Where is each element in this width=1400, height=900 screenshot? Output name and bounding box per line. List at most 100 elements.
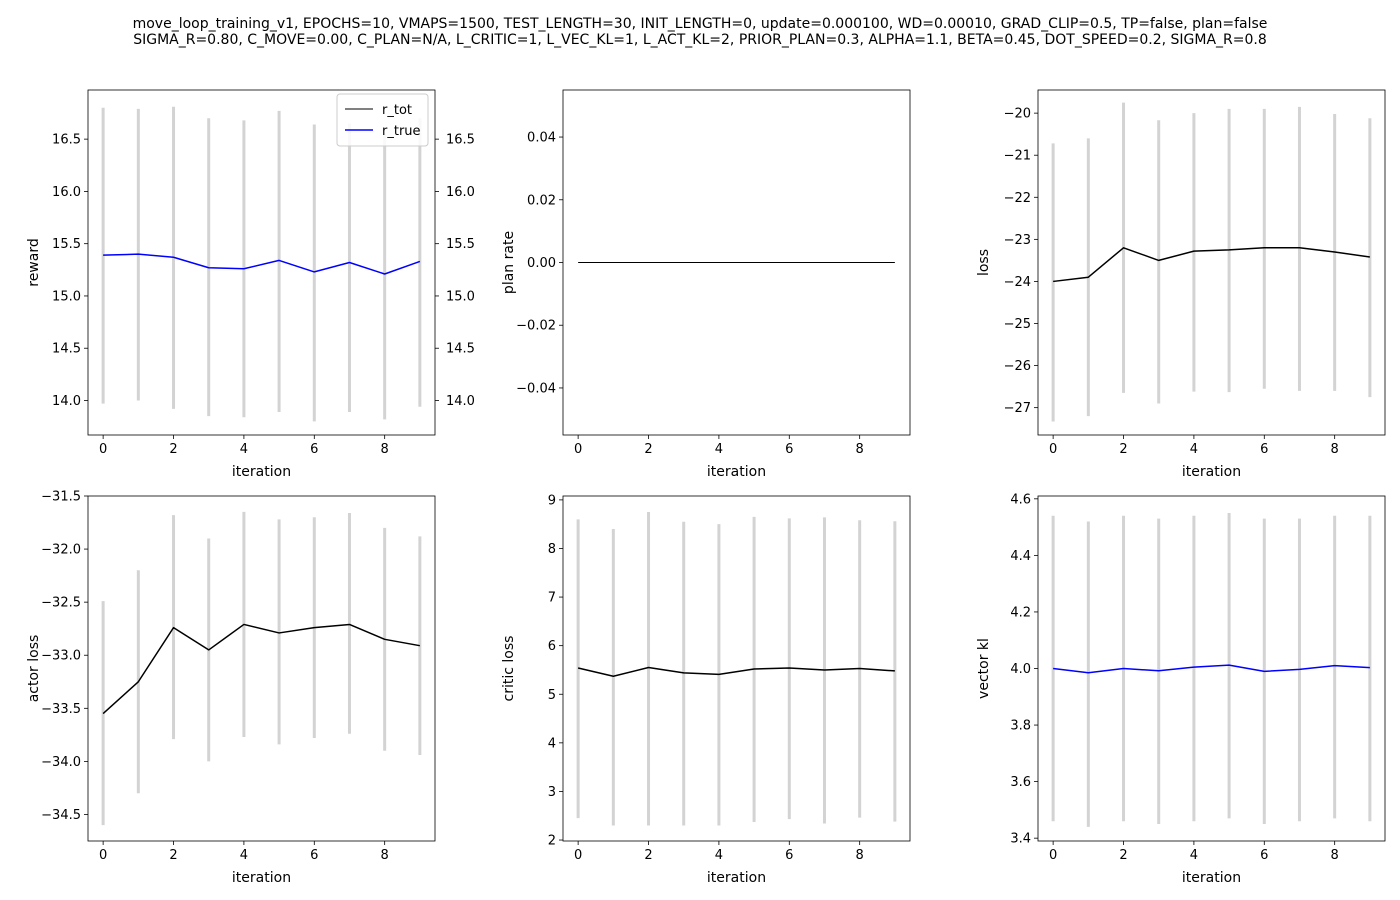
- series-line-0: [102, 623, 421, 715]
- series-line-0: [1053, 247, 1370, 283]
- x-tick-label: 8: [381, 442, 389, 457]
- legend-box: [336, 93, 429, 147]
- x-axis-label: iteration: [232, 464, 291, 480]
- x-tick-label: 0: [99, 442, 107, 457]
- x-tick-label: 8: [856, 848, 864, 863]
- y-tick-label: −20: [1004, 107, 1031, 122]
- y-tick-label: −22: [1004, 191, 1031, 206]
- y-tick-label: −21: [1004, 149, 1031, 164]
- y-axis-label: loss: [976, 249, 992, 276]
- x-tick-label: 2: [644, 848, 652, 863]
- x-axis-label: iteration: [1182, 464, 1241, 480]
- chart-critic-loss: 0 2 4 6 8 2 3 4 5 6 7 8 9 iteration critic loss: [501, 493, 911, 886]
- y-axis-label: reward: [26, 238, 42, 287]
- x-tick-label: 2: [169, 442, 177, 457]
- legend: r_tot r_true: [336, 93, 429, 147]
- y-tick-label: 3.8: [1010, 719, 1031, 734]
- y-tick-label: 8: [548, 542, 556, 557]
- x-tick-label: 6: [1260, 848, 1268, 863]
- right-y-tick-label: 16.0: [446, 185, 475, 200]
- x-tick-label: 8: [1331, 848, 1339, 863]
- axes-frame: [1037, 89, 1386, 436]
- legend-label-r_true: r_true: [382, 124, 421, 139]
- x-tick-label: 8: [381, 848, 389, 863]
- y-tick-label: 4.6: [1010, 492, 1031, 507]
- y-tick-label: −25: [1004, 317, 1031, 332]
- y-tick-label: −33.0: [41, 649, 81, 664]
- x-tick-label: 4: [715, 442, 723, 457]
- x-tick-label: 6: [785, 848, 793, 863]
- y-tick-label: 4.2: [1010, 605, 1031, 620]
- right-y-tick-label: 14.0: [446, 394, 475, 409]
- y-tick-label: 3.4: [1010, 832, 1031, 847]
- y-tick-label: 15.5: [52, 237, 81, 252]
- y-tick-label: 9: [548, 493, 556, 508]
- x-tick-label: 0: [99, 848, 107, 863]
- x-axis-label: iteration: [707, 870, 766, 886]
- y-tick-label: 7: [548, 591, 556, 606]
- x-tick-label: 0: [1049, 442, 1057, 457]
- y-tick-label: 16.5: [52, 133, 81, 148]
- x-tick-label: 0: [1049, 848, 1057, 863]
- y-tick-label: 16.0: [52, 185, 81, 200]
- x-axis-label: iteration: [232, 870, 291, 886]
- x-tick-label: 6: [310, 848, 318, 863]
- y-tick-label: 15.0: [52, 289, 81, 304]
- x-tick-label: 6: [785, 442, 793, 457]
- y-tick-label: −24: [1004, 275, 1031, 290]
- x-tick-label: 2: [1119, 848, 1127, 863]
- y-tick-label: 4.0: [1010, 662, 1031, 677]
- x-tick-label: 0: [574, 442, 582, 457]
- figure-title-line-2: SIGMA_R=0.80, C_MOVE=0.00, C_PLAN=N/A, L…: [133, 32, 1267, 48]
- chart-vector-kl: 0 2 4 6 8 3.4 3.6 3.8 4.0 4.2 4.4 4.6 iteration vecto…: [976, 492, 1386, 886]
- y-axis-label: critic loss: [501, 636, 517, 702]
- chart-actor-loss: 0 2 4 6 8 −34.5 −34.0 −33.5 −33.0 −32.5 −32.0 −31.5…: [26, 490, 436, 886]
- axes-frame: [1037, 495, 1386, 842]
- y-tick-label: 5: [548, 688, 556, 703]
- figure-title-line-1: move_loop_training_v1, EPOCHS=10, VMAPS=…: [132, 16, 1268, 32]
- axes-frame: [87, 495, 436, 842]
- y-tick-label: 4.4: [1010, 549, 1031, 564]
- legend-label-r_tot: r_tot: [382, 103, 412, 118]
- x-tick-label: 8: [1331, 442, 1339, 457]
- y-tick-label: 0.04: [527, 131, 556, 146]
- x-tick-label: 4: [715, 848, 723, 863]
- chart-plan-rate: 0 2 4 6 8 −0.04 −0.02 0.00 0.02 0.04 iteration plan…: [501, 89, 911, 480]
- figure-title: move_loop_training_v1, EPOCHS=10, VMAPS=…: [0, 16, 1400, 48]
- y-tick-label: −32.0: [41, 543, 81, 558]
- y-tick-label: −0.04: [516, 381, 556, 396]
- x-axis-label: iteration: [1182, 870, 1241, 886]
- y-tick-label: −26: [1004, 359, 1031, 374]
- y-tick-label: −33.5: [41, 702, 81, 717]
- axes-frame: [87, 89, 436, 436]
- x-tick-label: 8: [856, 442, 864, 457]
- right-y-tick-label: 14.5: [446, 342, 475, 357]
- series-line-0: [577, 666, 895, 678]
- y-tick-label: −31.5: [41, 490, 81, 505]
- x-tick-label: 6: [1260, 442, 1268, 457]
- y-tick-label: 6: [548, 639, 556, 654]
- right-y-tick-label: 15.5: [446, 237, 475, 252]
- y-tick-label: −34.0: [41, 755, 81, 770]
- right-y-tick-label: 15.0: [446, 289, 475, 304]
- y-tick-label: 14.0: [52, 394, 81, 409]
- x-tick-label: 2: [1119, 442, 1127, 457]
- axes-frame: [562, 495, 911, 842]
- x-tick-label: 4: [240, 442, 248, 457]
- x-tick-label: 6: [310, 442, 318, 457]
- y-axis-label: vector kl: [976, 638, 992, 699]
- y-tick-label: 2: [548, 834, 556, 849]
- x-tick-label: 4: [1190, 442, 1198, 457]
- series-line-0: [1053, 664, 1370, 674]
- y-tick-label: 0.00: [527, 256, 556, 271]
- y-tick-label: −23: [1004, 233, 1031, 248]
- y-tick-label: −34.5: [41, 808, 81, 823]
- x-tick-label: 2: [169, 848, 177, 863]
- chart-loss: 0 2 4 6 8 −27 −26 −25 −24 −23 −22 −21 −20 iteration lo…: [976, 89, 1386, 480]
- x-tick-label: 0: [574, 848, 582, 863]
- y-tick-label: 14.5: [52, 342, 81, 357]
- y-axis-label: actor loss: [26, 635, 42, 703]
- x-tick-label: 4: [1190, 848, 1198, 863]
- x-tick-label: 4: [240, 848, 248, 863]
